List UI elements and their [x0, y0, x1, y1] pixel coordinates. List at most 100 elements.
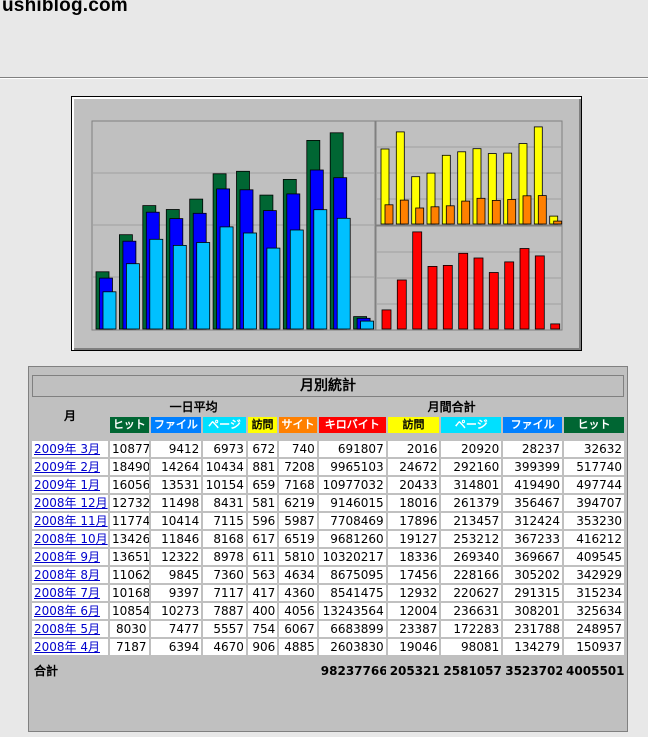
table-cell: 409545: [564, 549, 624, 565]
usage-chart-svg: [91, 120, 563, 331]
col-daily-visits: 訪問: [247, 417, 278, 433]
table-cell: 314801: [441, 477, 502, 493]
month-link[interactable]: 2008年 4月: [34, 640, 100, 654]
table-cell: 394707: [564, 495, 624, 511]
bar-sites: [491, 200, 501, 225]
bar-sites: [507, 199, 517, 225]
table-cell: 9681260: [318, 531, 386, 547]
bar-pages: [289, 229, 304, 330]
month-link[interactable]: 2009年 3月: [34, 442, 100, 456]
bar-sites: [461, 200, 471, 225]
month-link[interactable]: 2008年 9月: [34, 550, 100, 564]
table-cell: 8978: [203, 549, 246, 565]
month-cell: 2008年 5月: [32, 621, 109, 637]
month-link[interactable]: 2008年 12月: [34, 496, 108, 510]
table-cell: 13243564: [318, 603, 386, 619]
bar-pages: [196, 242, 211, 330]
table-cell: 10434: [203, 459, 246, 475]
table-cell: 28237: [503, 441, 563, 457]
table-cell: 236631: [441, 603, 502, 619]
table-cell: 228166: [441, 567, 502, 583]
month-link[interactable]: 2009年 2月: [34, 460, 100, 474]
table-cell: 416212: [564, 531, 624, 547]
table-cell: 8030: [110, 621, 149, 637]
monthly-stats-table: 月別統計 月 一日平均 月間合計 ヒット ファイル ページ 訪問 サイト キロバ…: [30, 373, 626, 681]
month-link[interactable]: 2008年 6月: [34, 604, 100, 618]
table-cell: 659: [247, 477, 278, 493]
table-cell: 17456: [387, 567, 440, 583]
bar-sites: [476, 197, 486, 225]
table-cell: 7477: [150, 621, 202, 637]
table-cell: 2016: [387, 441, 440, 457]
total-cell: 3523702: [503, 663, 563, 679]
bar-kbytes: [458, 252, 469, 330]
month-link[interactable]: 2008年 5月: [34, 622, 100, 636]
bar-pages: [219, 226, 234, 330]
table-cell: 10168: [110, 585, 149, 601]
total-cell: 205321: [387, 663, 440, 679]
month-cell: 2009年 2月: [32, 459, 109, 475]
month-link[interactable]: 2009年 1月: [34, 478, 100, 492]
table-cell: 356467: [503, 495, 563, 511]
col-daily-files: ファイル: [150, 417, 202, 433]
table-cell: 7168: [279, 477, 317, 493]
table-cell: 691807: [318, 441, 386, 457]
bar-pages: [149, 238, 164, 330]
table-cell: 611: [247, 549, 278, 565]
bar-sites: [384, 204, 394, 225]
month-cell: 2008年 7月: [32, 585, 109, 601]
col-daily-hits: ヒット: [110, 417, 149, 433]
table-cell: 17896: [387, 513, 440, 529]
table-cell: 342929: [564, 567, 624, 583]
table-cell: 291315: [503, 585, 563, 601]
table-cell: 32632: [564, 441, 624, 457]
table-cell: 7708469: [318, 513, 386, 529]
table-cell: 4634: [279, 567, 317, 583]
table-cell: 11846: [150, 531, 202, 547]
bar-sites: [399, 199, 409, 225]
bar-kbytes: [396, 279, 407, 330]
month-link[interactable]: 2008年 7月: [34, 586, 100, 600]
site-title: ushiblog.com: [2, 0, 128, 16]
total-row: 合計 98237766 205321 2581057 3523702 4005501: [32, 663, 624, 679]
table-cell: 12004: [387, 603, 440, 619]
month-link[interactable]: 2008年 8月: [34, 568, 100, 582]
bar-pages: [336, 217, 351, 330]
table-cell: 497744: [564, 477, 624, 493]
table-cell: 10154: [203, 477, 246, 493]
table-cell: 9397: [150, 585, 202, 601]
table-cell: 315234: [564, 585, 624, 601]
bar-kbytes: [442, 264, 453, 330]
table-row: 2008年 9月 13651 12322 8978 611 5810 10320217 183…: [32, 549, 624, 565]
table-cell: 12932: [387, 585, 440, 601]
bar-sites: [537, 195, 547, 225]
month-cell: 2008年 8月: [32, 567, 109, 583]
bar-pages: [243, 232, 257, 330]
table-cell: 740: [279, 441, 317, 457]
bar-kbytes: [427, 265, 438, 330]
table-cell: 261379: [441, 495, 502, 511]
col-monthly-pages: ページ: [441, 417, 502, 433]
monthly-total-header: 月間合計: [279, 399, 624, 415]
table-cell: 23387: [387, 621, 440, 637]
table-row: 2008年 5月 8030 7477 5557 754 6067 6683899 23387 1…: [32, 621, 624, 637]
bar-kbytes: [412, 231, 423, 330]
bar-kbytes: [504, 261, 515, 330]
table-cell: 517740: [564, 459, 624, 475]
table-cell: 10877: [110, 441, 149, 457]
month-cell: 2008年 11月: [32, 513, 109, 529]
table-cell: 7187: [110, 639, 149, 655]
table-cell: 12732: [110, 495, 149, 511]
table-cell: 906: [247, 639, 278, 655]
table-cell: 9412: [150, 441, 202, 457]
bar-pages: [172, 244, 187, 330]
col-daily-pages: ページ: [203, 417, 246, 433]
table-cell: 4360: [279, 585, 317, 601]
table-cell: 9965103: [318, 459, 386, 475]
month-link[interactable]: 2008年 10月: [34, 532, 108, 546]
table-cell: 8541475: [318, 585, 386, 601]
table-cell: 292160: [441, 459, 502, 475]
month-link[interactable]: 2008年 11月: [34, 514, 108, 528]
total-cell: 4005501: [564, 663, 624, 679]
table-cell: 10854: [110, 603, 149, 619]
